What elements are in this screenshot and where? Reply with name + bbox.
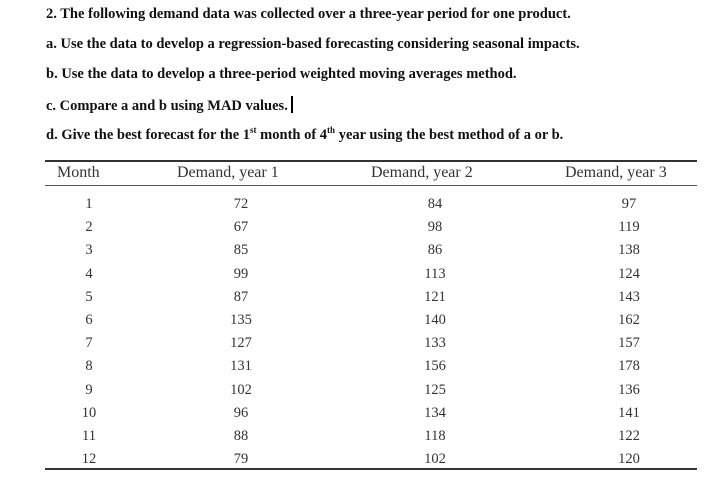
cell-month-row-1: 1 bbox=[85, 196, 93, 212]
cell-month-row-8: 8 bbox=[85, 358, 93, 375]
text-cursor bbox=[290, 96, 293, 113]
cell-year-3-row-10: 141 bbox=[618, 404, 640, 421]
cell-year-2-row-8: 156 bbox=[424, 358, 446, 375]
cell-year-1-row-9: 102 bbox=[230, 381, 252, 398]
question-part-c-text: c. Compare a and b using MAD values. bbox=[46, 98, 288, 114]
cell-year-2-row-6: 140 bbox=[424, 312, 446, 328]
superscript-th: th bbox=[327, 125, 336, 135]
cell-month-row-9: 9 bbox=[85, 381, 93, 398]
question-part-d-mid: month of 4 bbox=[256, 127, 328, 143]
cell-year-1-row-6: 135 bbox=[230, 312, 252, 328]
cell-year-1-row-2: 67 bbox=[233, 219, 249, 236]
cell-year-3-row-1: 97 bbox=[621, 196, 637, 212]
header-month: Month bbox=[57, 164, 100, 181]
cell-month-row-4: 4 bbox=[85, 265, 93, 282]
table-header-rule bbox=[45, 185, 697, 186]
cell-year-3-row-5: 143 bbox=[618, 288, 640, 305]
cell-year-2-row-3: 86 bbox=[427, 242, 443, 259]
cell-month-row-10: 10 bbox=[81, 404, 97, 421]
cell-year-1-row-7: 127 bbox=[230, 335, 252, 352]
cell-year-1-row-1: 72 bbox=[233, 196, 249, 212]
cell-month-row-2: 2 bbox=[85, 219, 93, 236]
cell-year-2-row-10: 134 bbox=[424, 404, 446, 421]
question-part-c[interactable]: c. Compare a and b using MAD values. bbox=[46, 96, 293, 115]
question-title: 2. The following demand data was collect… bbox=[46, 6, 571, 22]
cell-year-3-row-8: 178 bbox=[618, 358, 640, 375]
cell-year-1-row-11: 88 bbox=[233, 428, 249, 444]
cell-year-1-row-3: 85 bbox=[233, 242, 249, 259]
cell-year-3-row-9: 136 bbox=[618, 381, 640, 398]
cell-year-3-row-4: 124 bbox=[618, 265, 640, 282]
cell-year-3-row-6: 162 bbox=[618, 312, 640, 328]
cell-year-2-row-7: 133 bbox=[424, 335, 446, 352]
cell-year-2-row-4: 113 bbox=[424, 265, 446, 282]
cell-year-3-row-7: 157 bbox=[618, 335, 640, 352]
cell-year-1-row-12: 79 bbox=[233, 451, 249, 468]
cell-year-1-row-4: 99 bbox=[233, 265, 249, 282]
table-bottom-rule bbox=[45, 468, 697, 470]
question-part-a: a. Use the data to develop a regression-… bbox=[46, 36, 580, 52]
cell-year-1-row-8: 131 bbox=[230, 358, 252, 375]
header-demand-year-2: Demand, year 2 bbox=[371, 164, 473, 181]
cell-year-2-row-11: 118 bbox=[424, 428, 446, 444]
table-top-rule bbox=[45, 160, 697, 162]
cell-year-1-row-5: 87 bbox=[233, 288, 249, 305]
cell-year-2-row-9: 125 bbox=[424, 381, 446, 398]
header-demand-year-1: Demand, year 1 bbox=[177, 164, 279, 181]
superscript-st: st bbox=[250, 125, 257, 135]
question-part-d: d. Give the best forecast for the 1st mo… bbox=[46, 126, 563, 144]
cell-month-row-7: 7 bbox=[85, 335, 93, 352]
cell-year-2-row-12: 102 bbox=[424, 451, 446, 468]
cell-month-row-11: 11 bbox=[82, 428, 96, 444]
question-part-d-suffix: year using the best method of a or b. bbox=[335, 127, 564, 143]
cell-month-row-12: 12 bbox=[81, 451, 97, 468]
header-demand-year-3: Demand, year 3 bbox=[565, 164, 667, 181]
question-part-d-prefix: d. Give the best forecast for the 1 bbox=[46, 127, 251, 143]
cell-month-row-3: 3 bbox=[85, 242, 93, 259]
cell-month-row-5: 5 bbox=[85, 288, 93, 305]
cell-year-3-row-2: 119 bbox=[618, 219, 640, 236]
cell-year-2-row-1: 84 bbox=[427, 196, 443, 212]
cell-month-row-6: 6 bbox=[85, 312, 93, 328]
cell-year-3-row-3: 138 bbox=[618, 242, 640, 259]
cell-year-1-row-10: 96 bbox=[233, 404, 249, 421]
cell-year-2-row-5: 121 bbox=[424, 288, 446, 305]
cell-year-3-row-11: 122 bbox=[618, 428, 640, 444]
question-part-b: b. Use the data to develop a three-perio… bbox=[46, 66, 517, 82]
cell-year-2-row-2: 98 bbox=[427, 219, 443, 236]
cell-year-3-row-12: 120 bbox=[618, 451, 640, 468]
